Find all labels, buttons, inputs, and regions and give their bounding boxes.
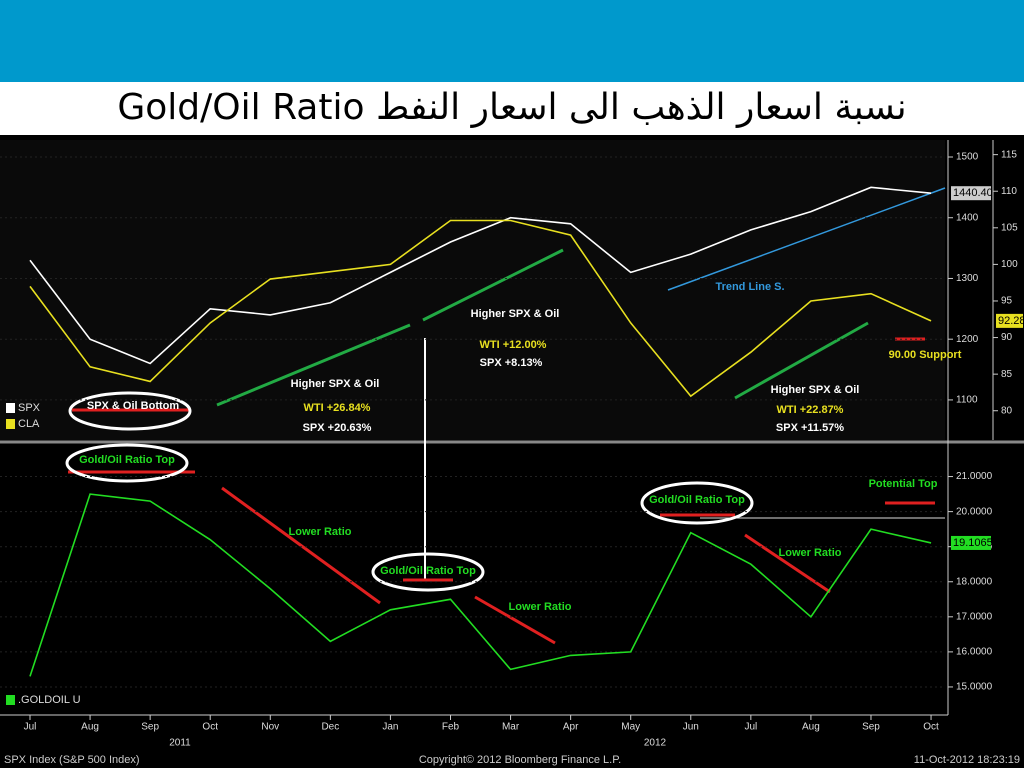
x-tick-label: Sep	[862, 722, 880, 733]
y2-tick-label: 105	[1001, 222, 1018, 233]
x-tick-label: Jun	[683, 722, 699, 733]
legend-label: CLA	[18, 418, 40, 430]
annotation: SPX +11.57%	[776, 422, 844, 434]
x-tick-label: Sep	[141, 722, 159, 733]
y2-tick-label: 90	[1001, 332, 1013, 343]
header-bar	[0, 0, 1024, 82]
ellipse	[65, 443, 189, 483]
y-tick-label: 16.0000	[956, 647, 993, 658]
annotation: 90.00 Support	[889, 349, 962, 361]
ellipse	[371, 552, 485, 592]
y2-tick-label: 85	[1001, 369, 1013, 380]
ellipse	[68, 391, 192, 431]
last-value-label: 1440.40	[953, 187, 993, 199]
annotation: Higher SPX & Oil	[771, 384, 860, 396]
y-tick-label: 15.0000	[956, 682, 993, 693]
y-tick-label: 20.0000	[956, 506, 993, 517]
chart: SPX & Oil Bottom Higher SPX & Oil WTI +2…	[0, 135, 1024, 768]
legend-label: .GOLDOIL U	[18, 694, 81, 706]
trend-lines	[65, 187, 946, 645]
y-tick-label: 1200	[956, 334, 979, 345]
footer-center: Copyright© 2012 Bloomberg Finance L.P.	[419, 754, 621, 766]
legend-swatch	[6, 419, 15, 429]
y-tick-label: 1500	[956, 152, 979, 163]
series-line	[29, 219, 932, 398]
ellipse	[640, 481, 754, 525]
annotation: WTI +22.87%	[777, 404, 844, 416]
x-tick-label: Jul	[24, 722, 37, 733]
trend-line	[734, 321, 869, 400]
x-tick-label: Oct	[202, 722, 218, 733]
red-line	[221, 486, 381, 605]
annotation: Higher SPX & Oil	[471, 308, 560, 320]
y2-tick-label: 100	[1001, 259, 1018, 270]
y-tick-label: 21.0000	[956, 471, 993, 482]
x-tick-label: Jan	[382, 722, 398, 733]
y-tick-label: 17.0000	[956, 611, 993, 622]
legend-swatch	[6, 403, 15, 413]
y-tick-label: 1400	[956, 212, 979, 223]
series-line	[29, 186, 932, 365]
annotation: Higher SPX & Oil	[291, 378, 380, 390]
x-tick-label: Aug	[802, 722, 820, 733]
annotation: SPX +8.13%	[480, 357, 543, 369]
x-tick-label: Feb	[442, 722, 460, 733]
top-panel	[0, 140, 945, 440]
annotation: WTI +12.00%	[480, 339, 547, 351]
x-tick-label: Nov	[261, 722, 279, 733]
y-tick-label: 1300	[956, 273, 979, 284]
last-value-label: 19.1065	[953, 537, 993, 549]
x-tick-label: Jul	[744, 722, 757, 733]
last-value-box	[996, 313, 1023, 328]
x-tick-label: Dec	[321, 722, 339, 733]
red-line	[744, 533, 831, 594]
last-value-label: 92.28	[998, 315, 1024, 327]
y2-tick-label: 110	[1001, 186, 1017, 197]
annotation: Trend Line S.	[715, 281, 784, 293]
footer-right: 11-Oct-2012 18:23:19	[914, 754, 1020, 766]
trend-line	[422, 248, 564, 322]
last-value-box	[951, 535, 991, 550]
x-tick-label: May	[621, 722, 640, 733]
annotation: Gold/Oil Ratio Top	[649, 494, 745, 506]
annotation: Lower Ratio	[779, 547, 842, 559]
footer-left: SPX Index (S&P 500 Index)	[4, 754, 140, 766]
series-line	[29, 493, 932, 677]
year-label: 2011	[169, 738, 191, 749]
legend-label: SPX	[18, 402, 41, 414]
y2-tick-label: 95	[1001, 296, 1013, 307]
trend-line	[216, 323, 411, 407]
y2-tick-label: 80	[1001, 405, 1013, 416]
trend-line	[667, 187, 946, 291]
slide-title: Gold/Oil Ratio نسبة اسعار الذهب الى اسعا…	[117, 87, 907, 128]
annotation: SPX +20.63%	[303, 422, 372, 434]
annotation: Potential Top	[869, 478, 938, 490]
y-tick-label: 1100	[956, 395, 978, 406]
last-value-box	[951, 186, 991, 201]
x-tick-label: Oct	[923, 722, 939, 733]
x-tick-label: Apr	[563, 722, 579, 733]
annotation: Lower Ratio	[289, 526, 352, 538]
x-tick-label: Mar	[502, 722, 520, 733]
annotation: Gold/Oil Ratio Top	[79, 454, 175, 466]
year-label: 2012	[644, 738, 667, 749]
y2-tick-label: 115	[1001, 149, 1017, 160]
annotation: Gold/Oil Ratio Top	[380, 565, 476, 577]
legend-swatch	[6, 695, 15, 705]
annotation: WTI +26.84%	[304, 402, 371, 414]
y-tick-label: 18.0000	[956, 576, 993, 587]
red-line	[474, 595, 556, 645]
x-tick-label: Aug	[81, 722, 99, 733]
annotation: SPX & Oil Bottom	[87, 400, 180, 412]
annotation: Lower Ratio	[509, 601, 572, 613]
